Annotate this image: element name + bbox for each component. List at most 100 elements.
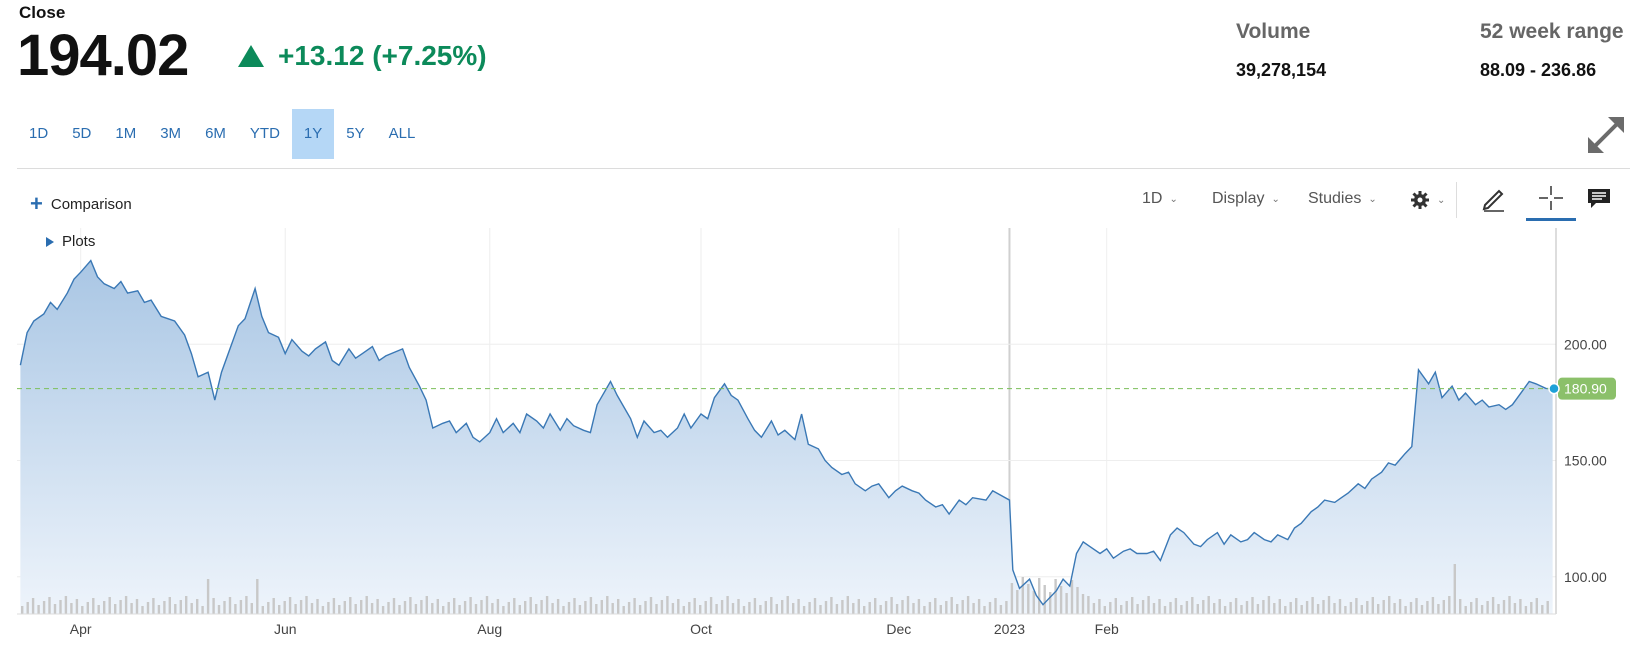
volume-bar [535,604,538,614]
volume-bar [1141,600,1145,614]
volume-bar [1032,591,1035,614]
volume-bar [934,598,937,614]
pencil-icon[interactable] [1478,182,1510,214]
volume-bar [1196,604,1199,614]
volume-bar [1355,598,1358,614]
volume-bar [64,596,68,614]
volume-bar [1541,605,1544,614]
volume-bar [1486,601,1489,614]
volume-bar [1524,606,1528,614]
volume-bar [928,602,932,614]
volume-bar [972,603,975,614]
volume-bar [458,605,461,614]
gear-icon [1411,191,1429,209]
x-tick-label: Aug [477,621,502,637]
range-1m-button[interactable]: 1M [115,125,137,142]
volume-bar [1038,578,1041,614]
volume-bar [742,606,746,614]
volume-bar [365,596,368,614]
interval-dropdown[interactable]: 1D ⌄ [1142,190,1178,208]
volume-bar [179,600,182,614]
crosshair-icon[interactable] [1535,182,1567,214]
volume-bar [830,597,833,614]
y-tick-label: 200.00 [1564,336,1607,352]
volume-bar [1322,600,1325,614]
volume-bar [1366,601,1369,614]
volume-bar [392,598,396,614]
volume-bar [234,604,237,614]
range-5d-button[interactable]: 5D [72,125,92,142]
volume-bar [92,598,95,614]
volume-bar [414,604,418,614]
volume-bar [1218,599,1221,614]
volume-bar [578,605,582,614]
volume-bar [1480,605,1484,614]
volume-bar [1010,583,1014,614]
volume-bar [1338,599,1342,614]
price-chart[interactable]: 180.90 100.00 150.00 200.00 Apr Jun Aug Oct Dec 2… [0,220,1639,640]
volume-bar [1152,603,1156,614]
volume-bar [1229,602,1232,614]
volume-bar [977,599,981,614]
expand-icon[interactable] [1584,113,1628,157]
volume-bar [1360,605,1363,614]
volume-bar [1437,604,1440,614]
volume-bar [201,606,204,614]
volume-bar [666,596,669,614]
volume-bar [70,603,73,614]
x-tick-label: 2023 [994,621,1025,637]
plots-toggle[interactable]: Plots [46,233,95,250]
volume-bar [781,600,784,614]
volume-bar [956,604,959,614]
volume-bar [655,604,658,614]
range-6m-button[interactable]: 6M [205,125,226,142]
volume-bar [1415,598,1418,614]
range-5y-button[interactable]: 5Y [346,125,365,142]
volume-bar [753,598,757,614]
volume-bar [310,603,314,614]
studies-dropdown[interactable]: Studies ⌄ [1308,190,1377,208]
active-tool-indicator [1526,218,1576,221]
volume-bar [852,603,855,614]
volume-bar [748,602,751,614]
volume-bar [1098,599,1101,614]
volume-bar [846,596,849,614]
volume-bar [720,600,724,614]
week-range-label: 52 week range [1480,20,1624,43]
comparison-button[interactable]: + Comparison [30,193,132,215]
volume-bar [403,601,407,614]
range-1y-button[interactable]: 1Y [291,109,335,159]
price-line [19,259,1553,606]
volume-bar [764,601,767,614]
display-dropdown[interactable]: Display ⌄ [1212,190,1280,208]
range-ytd-button[interactable]: YTD [249,125,280,142]
volume-bar [841,600,844,614]
volume-bar [1169,602,1172,614]
range-stat: 52 week range 88.09 - 236.86 [1480,20,1624,81]
range-3m-button[interactable]: 3M [160,125,182,142]
volume-bar [103,601,106,614]
volume-bar [912,603,915,614]
volume-bar [1305,601,1309,614]
volume-bar [436,599,439,614]
volume-bar [130,603,133,614]
volume-bar [1103,606,1106,614]
volume-bar [627,602,631,614]
volume-bar [1125,601,1128,614]
interval-label: 1D [1142,190,1163,207]
volume-bar [1300,605,1303,614]
volume-bar [863,606,866,614]
x-tick-label: Apr [70,621,92,637]
volume-bar [288,597,292,614]
range-all-button[interactable]: ALL [388,125,416,142]
volume-bar [890,597,893,614]
settings-dropdown[interactable]: ⌄ [1410,190,1445,210]
volume-bar [1087,596,1090,614]
volume-bar [239,600,243,614]
volume-bar [31,598,35,614]
volume-bar [376,599,379,614]
range-1d-button[interactable]: 1D [29,125,49,142]
volume-bar [622,606,625,614]
comment-icon[interactable] [1583,182,1615,214]
volume-bar [1284,606,1287,614]
